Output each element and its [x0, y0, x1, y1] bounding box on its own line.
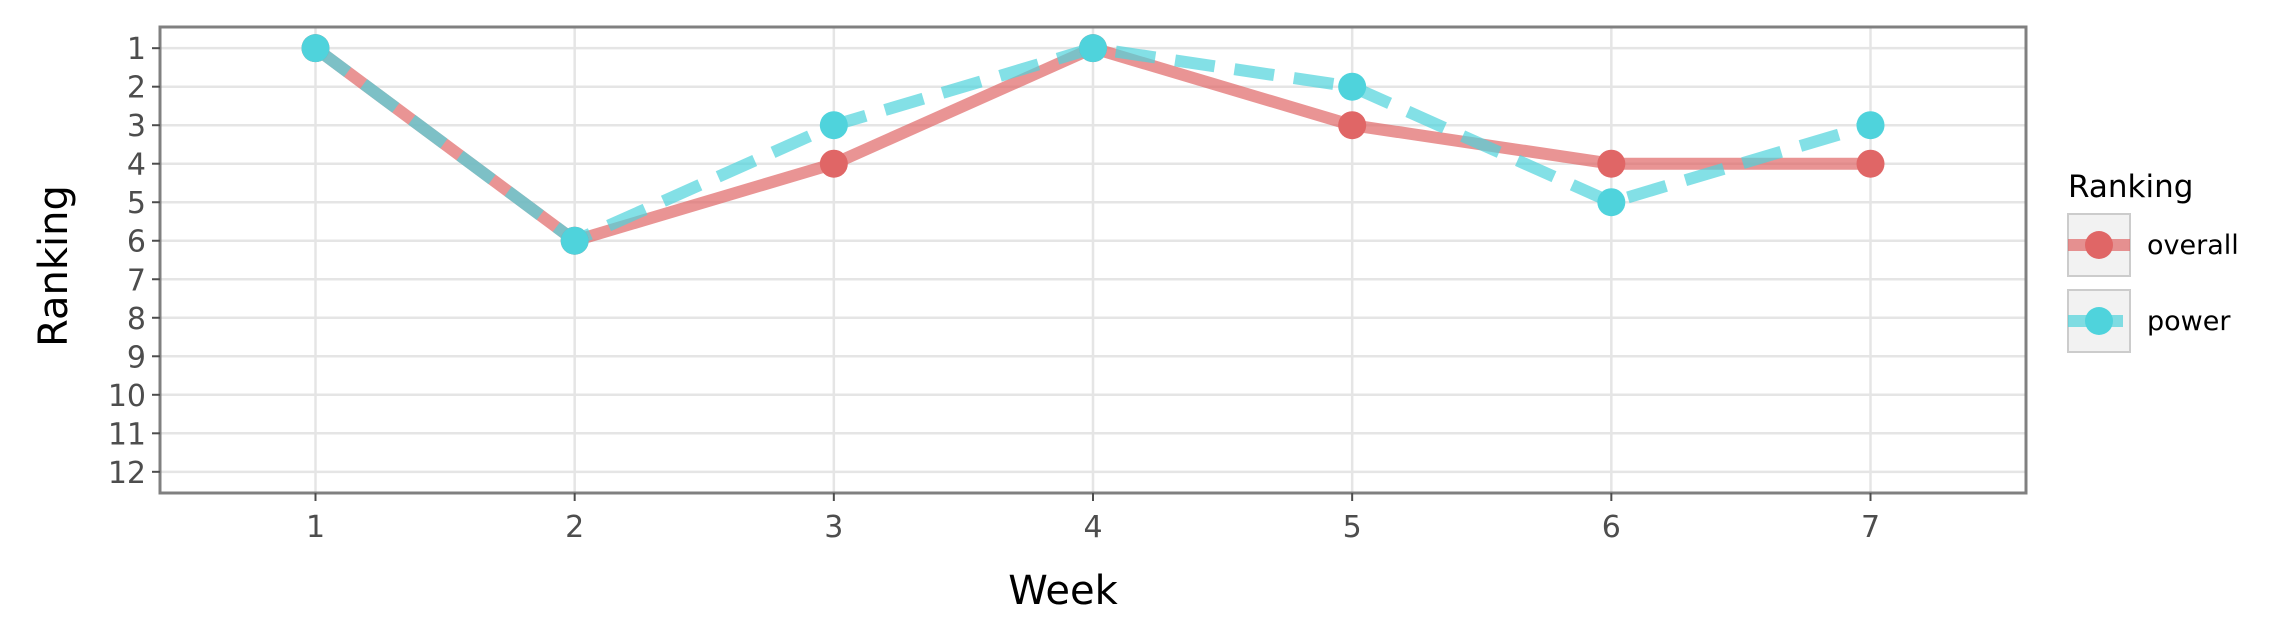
- legend-marker-power: [2085, 307, 2113, 335]
- point-power: [1856, 111, 1885, 140]
- point-power: [560, 226, 589, 255]
- point-overall: [1856, 149, 1885, 178]
- y-axis-title: Ranking: [31, 185, 77, 347]
- x-tick-label: 5: [1343, 510, 1362, 545]
- y-tick-label: 7: [127, 263, 146, 298]
- point-overall: [1338, 111, 1367, 140]
- y-tick-label: 10: [108, 379, 146, 414]
- legend-marker-overall: [2085, 231, 2113, 259]
- point-overall: [819, 149, 848, 178]
- x-axis-ticks: 1 2 3 4 5 6 7: [306, 493, 1880, 545]
- y-tick-label: 1: [127, 32, 146, 67]
- y-tick-label: 9: [127, 340, 146, 375]
- legend-item-overall: overall: [2067, 213, 2239, 277]
- x-gridlines: [314, 27, 1872, 493]
- y-tick-label: 2: [127, 71, 146, 106]
- x-tick-label: 1: [306, 510, 325, 545]
- x-tick-label: 4: [1083, 510, 1102, 545]
- point-power: [301, 34, 330, 63]
- point-overall: [1597, 149, 1626, 178]
- x-tick-label: 2: [565, 510, 584, 545]
- point-power: [1338, 72, 1367, 101]
- y-tick-label: 8: [127, 302, 146, 337]
- point-power: [819, 111, 848, 140]
- x-axis-title: Week: [1008, 568, 1118, 614]
- y-tick-label: 11: [108, 417, 146, 452]
- y-tick-label: 4: [127, 148, 146, 183]
- legend-label-power: power: [2147, 306, 2231, 337]
- legend-item-power: power: [2067, 289, 2231, 353]
- legend-label-overall: overall: [2147, 230, 2239, 261]
- point-power: [1079, 34, 1107, 63]
- series-points: [301, 34, 1885, 255]
- x-tick-label: 6: [1602, 510, 1621, 545]
- legend: Ranking overall power: [2067, 169, 2239, 353]
- y-tick-label: 12: [108, 456, 146, 491]
- legend-title: Ranking: [2068, 169, 2193, 205]
- x-tick-label: 7: [1861, 510, 1880, 545]
- y-tick-label: 3: [127, 109, 146, 144]
- y-tick-label: 6: [127, 225, 146, 260]
- x-tick-label: 3: [824, 510, 843, 545]
- point-power: [1597, 188, 1626, 217]
- y-tick-label: 5: [127, 186, 146, 221]
